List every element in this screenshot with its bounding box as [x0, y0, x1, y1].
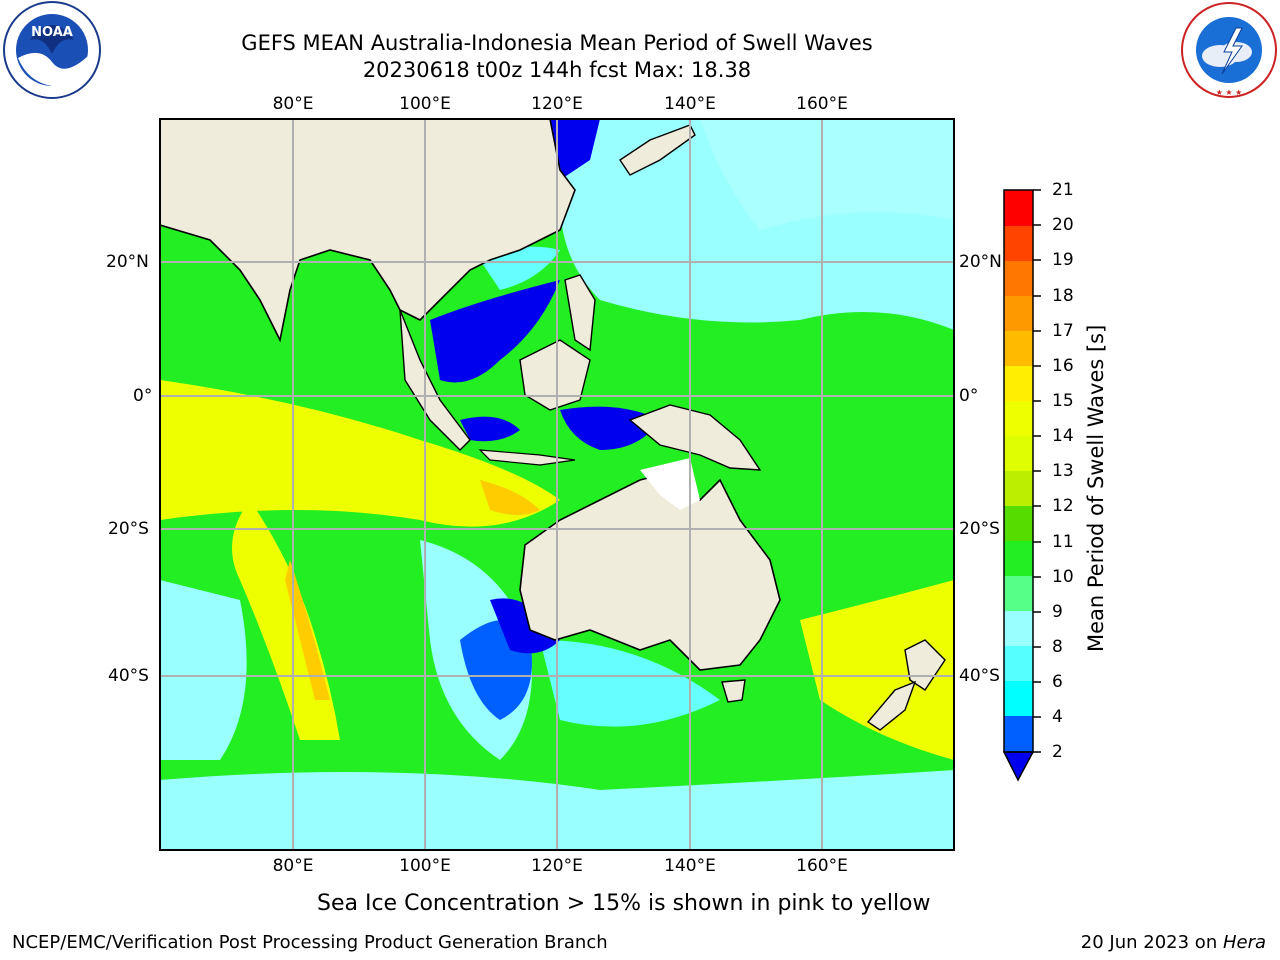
colorbar-tick-16: 16	[1052, 356, 1074, 376]
lon-label-bottom-140e: 140°E	[664, 856, 716, 876]
lat-label-right-20s: 20°S	[959, 519, 1000, 539]
map-subtitle: 20230618 t00z 144h fcst Max: 18.38	[362, 58, 752, 82]
lat-label-left-40s: 40°S	[108, 666, 149, 686]
lat-label-right-0: 0°	[959, 386, 979, 406]
colorbar-tick-13: 13	[1052, 461, 1074, 481]
colorbar-tick-6: 6	[1052, 672, 1063, 692]
lon-label-bottom-120e: 120°E	[531, 856, 583, 876]
colorbar-ticks	[1033, 189, 1041, 753]
colorbar-tick-9: 9	[1052, 602, 1063, 622]
svg-text:★ ★ ★: ★ ★ ★	[1216, 88, 1243, 97]
lon-label-bottom-160e: 160°E	[796, 856, 848, 876]
colorbar-tick-15: 15	[1052, 391, 1074, 411]
lon-label-top-140e: 140°E	[664, 94, 716, 114]
colorbar-tick-20: 20	[1052, 215, 1074, 235]
colorbar	[1002, 189, 1035, 782]
lat-label-left-0: 0°	[133, 386, 153, 406]
colorbar-tick-19: 19	[1052, 250, 1074, 270]
colorbar-tick-21: 21	[1052, 180, 1074, 200]
lon-label-top-100e: 100°E	[399, 94, 451, 114]
footer-date-text: 20 Jun 2023 on	[1080, 932, 1223, 953]
colorbar-tick-18: 18	[1052, 286, 1074, 306]
noaa-logo-text: NOAA	[31, 25, 73, 40]
footer-date: 20 Jun 2023 on Hera	[1081, 932, 1266, 953]
colorbar-tick-11: 11	[1052, 532, 1074, 552]
footer-host: Hera	[1222, 932, 1266, 953]
colorbar-tick-4: 4	[1052, 707, 1063, 727]
lon-label-top-120e: 120°E	[531, 94, 583, 114]
lat-label-right-40s: 40°S	[959, 666, 1000, 686]
colorbar-title: Mean Period of Swell Waves [s]	[1084, 324, 1108, 652]
lat-label-left-20s: 20°S	[108, 519, 149, 539]
lon-label-bottom-100e: 100°E	[399, 856, 451, 876]
sea-ice-footnote: Sea Ice Concentration > 15% is shown in …	[317, 891, 931, 916]
map-title: GEFS MEAN Australia-Indonesia Mean Perio…	[241, 31, 873, 55]
map-frame	[159, 118, 955, 851]
lon-label-top-80e: 80°E	[272, 94, 314, 114]
noaa-logo: NOAA	[3, 1, 101, 99]
colorbar-tick-12: 12	[1052, 496, 1074, 516]
colorbar-tick-10: 10	[1052, 567, 1074, 587]
lon-label-top-160e: 160°E	[796, 94, 848, 114]
colorbar-tick-8: 8	[1052, 637, 1063, 657]
lat-label-right-20n: 20°N	[959, 252, 1002, 272]
lon-label-bottom-80e: 80°E	[272, 856, 314, 876]
colorbar-tick-2: 2	[1052, 742, 1063, 762]
nws-logo: ★ ★ ★	[1181, 2, 1277, 98]
map-gridlines	[160, 119, 954, 850]
colorbar-tick-17: 17	[1052, 321, 1074, 341]
footer-credit: NCEP/EMC/Verification Post Processing Pr…	[12, 932, 608, 953]
colorbar-tick-14: 14	[1052, 426, 1074, 446]
lat-label-left-20n: 20°N	[106, 252, 149, 272]
